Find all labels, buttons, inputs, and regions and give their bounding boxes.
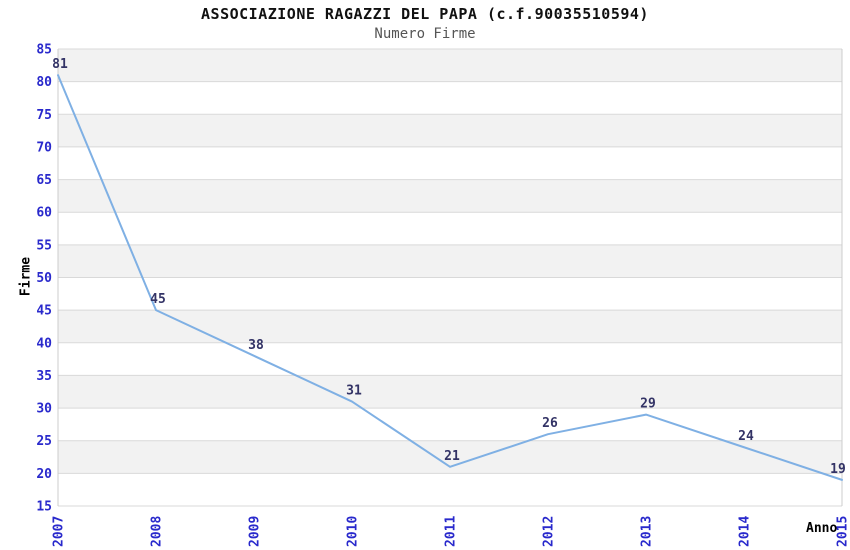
data-point-label: 21 bbox=[444, 449, 460, 464]
x-tick-label: 2007 bbox=[52, 516, 67, 547]
y-tick-label: 40 bbox=[36, 336, 52, 351]
y-tick-label: 50 bbox=[36, 271, 52, 286]
chart-title: ASSOCIAZIONE RAGAZZI DEL PAPA (c.f.90035… bbox=[201, 5, 649, 23]
plot-band bbox=[58, 473, 842, 506]
plot-band bbox=[58, 212, 842, 245]
y-axis-title: Firme bbox=[18, 256, 34, 297]
y-tick-label: 85 bbox=[36, 43, 52, 58]
plot-band bbox=[58, 146, 842, 180]
plot-band bbox=[58, 179, 842, 213]
data-point-label: 38 bbox=[248, 338, 264, 353]
data-point-label: 24 bbox=[738, 429, 754, 444]
plot-band bbox=[58, 375, 842, 409]
plot-band bbox=[58, 277, 842, 311]
plot-band bbox=[58, 310, 842, 343]
x-tick-label: 2013 bbox=[640, 516, 655, 547]
x-tick-label: 2012 bbox=[542, 516, 557, 547]
y-tick-label: 15 bbox=[36, 500, 52, 515]
x-tick-label: 2011 bbox=[444, 516, 459, 547]
x-tick-label: 2009 bbox=[248, 516, 263, 547]
plot-band bbox=[58, 49, 842, 82]
y-tick-label: 60 bbox=[36, 206, 52, 221]
x-axis-title: Anno bbox=[806, 521, 838, 536]
data-point-label: 31 bbox=[346, 384, 362, 399]
series-line bbox=[57, 74, 843, 481]
y-tick-label: 25 bbox=[36, 434, 52, 449]
x-tick-label: 2010 bbox=[346, 516, 361, 547]
plot-band bbox=[58, 342, 842, 376]
plot-band bbox=[58, 81, 842, 115]
plot-band bbox=[58, 408, 842, 441]
x-tick-label: 2014 bbox=[738, 516, 753, 547]
data-point-label: 45 bbox=[150, 292, 166, 307]
y-tick-label: 75 bbox=[36, 108, 52, 123]
y-tick-label: 55 bbox=[36, 238, 52, 253]
y-tick-label: 30 bbox=[36, 402, 52, 417]
data-point-label: 81 bbox=[52, 57, 68, 72]
plot-band bbox=[58, 244, 842, 278]
chart-subtitle: Numero Firme bbox=[374, 26, 476, 42]
y-tick-label: 65 bbox=[36, 173, 52, 188]
x-tick-label: 2008 bbox=[150, 516, 165, 547]
data-point-label: 26 bbox=[542, 416, 558, 431]
y-tick-label: 45 bbox=[36, 304, 52, 319]
y-tick-label: 80 bbox=[36, 75, 52, 90]
y-tick-label: 35 bbox=[36, 369, 52, 384]
data-point-label: 19 bbox=[830, 462, 846, 477]
plot-band bbox=[58, 114, 842, 147]
plot-band bbox=[58, 440, 842, 474]
data-point-label: 29 bbox=[640, 397, 656, 412]
x-tick-label: 2015 bbox=[836, 516, 850, 547]
y-tick-label: 20 bbox=[36, 467, 52, 482]
y-tick-label: 70 bbox=[36, 140, 52, 155]
